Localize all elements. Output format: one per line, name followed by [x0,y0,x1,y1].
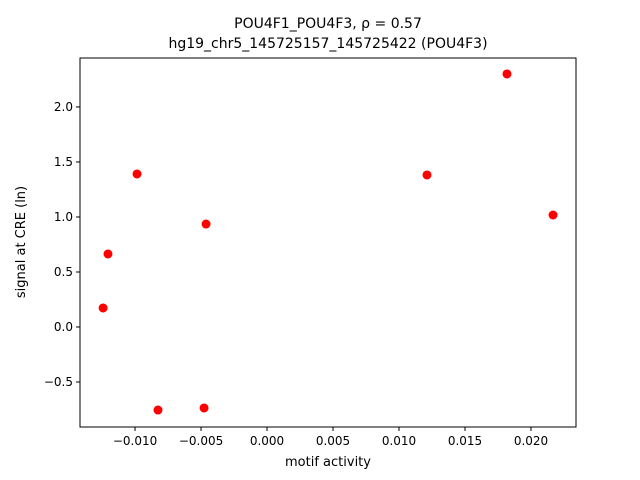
chart-subtitle: hg19_chr5_145725157_145725422 (POU4F3) [168,36,487,52]
point [199,403,209,413]
point [153,405,163,415]
y-axis-label: signal at CRE (ln) [14,186,29,298]
point [201,219,211,229]
y-tick-label: 0.0 [54,320,73,334]
x-tick-label: −0.010 [113,434,157,448]
x-tick-label: 0.005 [316,434,350,448]
chart-title: POU4F1_POU4F3, ρ = 0.57 [234,16,422,32]
y-tick-label: −0.5 [44,375,73,389]
x-tick-label: 0.015 [448,434,482,448]
point [548,210,558,220]
x-tick-label: −0.005 [179,434,223,448]
point [98,303,108,313]
y-tick-label: 0.5 [54,265,73,279]
y-tick-label: 1.5 [54,155,73,169]
y-tick-label: 2.0 [54,100,73,114]
point [422,170,432,180]
plot-frame [79,57,577,428]
point [502,69,512,79]
x-tick-label: 0.000 [250,434,284,448]
y-tick-label: 1.0 [54,210,73,224]
point [103,249,113,259]
x-axis-label: motif activity [285,455,371,470]
x-tick-label: 0.020 [514,434,548,448]
x-tick-label: 0.010 [382,434,416,448]
point [132,169,142,179]
